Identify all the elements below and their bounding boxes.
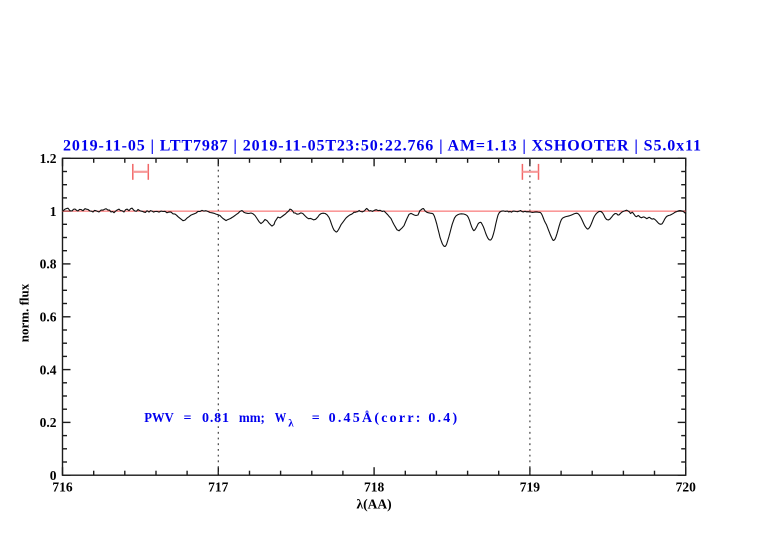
- svg-text:719: 719: [520, 479, 541, 494]
- svg-text:720: 720: [676, 479, 697, 494]
- svg-text:mm;: mm;: [239, 411, 265, 426]
- svg-text:0.6: 0.6: [40, 309, 57, 324]
- svg-text:718: 718: [364, 479, 385, 494]
- svg-text:norm. flux: norm. flux: [17, 283, 32, 342]
- svg-text:PWV: PWV: [144, 411, 174, 426]
- svg-text:0.81: 0.81: [202, 411, 229, 426]
- svg-text:716: 716: [52, 479, 73, 494]
- svg-text:=: =: [184, 411, 192, 426]
- svg-text:0.2: 0.2: [40, 415, 57, 430]
- svg-text:W: W: [275, 411, 287, 426]
- svg-text:0: 0: [50, 468, 57, 483]
- svg-text:=: =: [312, 411, 320, 426]
- svg-text:1.2: 1.2: [40, 151, 57, 166]
- svg-text:λ(AA): λ(AA): [357, 497, 392, 512]
- svg-text:0.4: 0.4: [40, 362, 57, 377]
- svg-text:λ: λ: [288, 418, 294, 430]
- svg-text:717: 717: [208, 479, 229, 494]
- svg-text:0.8: 0.8: [40, 257, 57, 272]
- svg-text:2019-11-05 | LTT7987 | 2019-11: 2019-11-05 | LTT7987 | 2019-11-05T23:50:…: [63, 138, 701, 155]
- svg-text:0.45Å(corr: 0.4): 0.45Å(corr: 0.4): [329, 410, 458, 426]
- svg-text:1: 1: [50, 204, 57, 219]
